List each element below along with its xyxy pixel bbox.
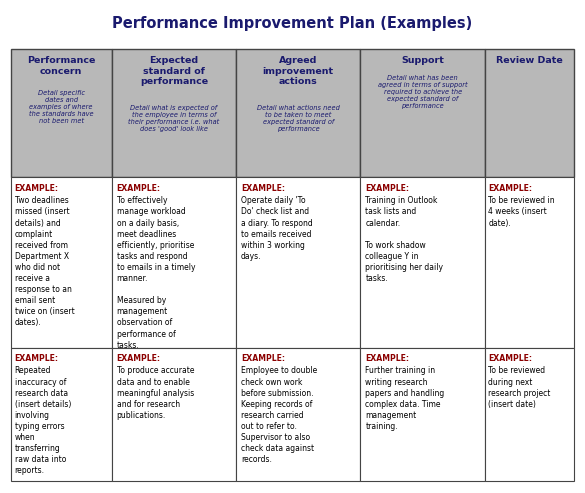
Text: EXAMPLE:: EXAMPLE: bbox=[117, 184, 161, 193]
Text: Further training in
writing research
papers and handling
complex data. Time
mana: Further training in writing research pap… bbox=[366, 366, 445, 431]
Text: EXAMPLE:: EXAMPLE: bbox=[15, 354, 59, 363]
Bar bbox=[11, 49, 112, 177]
Bar bbox=[485, 49, 574, 177]
Text: EXAMPLE:: EXAMPLE: bbox=[241, 354, 285, 363]
Text: To effectively
manage workload
on a daily basis,
meet deadlines
efficiently, pri: To effectively manage workload on a dail… bbox=[117, 196, 195, 350]
Text: EXAMPLE:: EXAMPLE: bbox=[366, 184, 410, 193]
Bar bbox=[11, 348, 112, 481]
Bar bbox=[360, 177, 485, 348]
Text: Support: Support bbox=[401, 56, 444, 65]
Text: Expected
standard of
performance: Expected standard of performance bbox=[140, 56, 208, 86]
Bar bbox=[112, 49, 236, 177]
Text: To produce accurate
data and to enable
meaningful analysis
and for research
publ: To produce accurate data and to enable m… bbox=[117, 366, 194, 420]
Text: Detail what actions need
to be taken to meet
expected standard of
performance: Detail what actions need to be taken to … bbox=[257, 105, 340, 132]
Bar bbox=[11, 177, 112, 348]
Bar bbox=[236, 177, 360, 348]
Text: Employee to double
check own work
before submission.
Keeping records of
research: Employee to double check own work before… bbox=[241, 366, 317, 464]
Bar bbox=[236, 348, 360, 481]
Text: EXAMPLE:: EXAMPLE: bbox=[488, 354, 532, 363]
Bar bbox=[360, 49, 485, 177]
Bar bbox=[112, 348, 236, 481]
Bar bbox=[485, 348, 574, 481]
Text: EXAMPLE:: EXAMPLE: bbox=[366, 354, 410, 363]
Bar bbox=[236, 49, 360, 177]
Bar bbox=[360, 348, 485, 481]
Bar bbox=[112, 177, 236, 348]
Text: Detail specific
dates and
examples of where
the standards have
not been met: Detail specific dates and examples of wh… bbox=[29, 90, 94, 124]
Text: Review Date: Review Date bbox=[496, 56, 563, 65]
Bar bbox=[485, 177, 574, 348]
Text: To be reviewed
during next
research project
(insert date): To be reviewed during next research proj… bbox=[488, 366, 551, 409]
Text: Detail what has been
agreed in terms of support
required to achieve the
expected: Detail what has been agreed in terms of … bbox=[378, 75, 467, 109]
Text: Agreed
improvement
actions: Agreed improvement actions bbox=[263, 56, 334, 86]
Text: Repeated
inaccuracy of
research data
(insert details)
involving
typing errors
wh: Repeated inaccuracy of research data (in… bbox=[15, 366, 71, 475]
Text: EXAMPLE:: EXAMPLE: bbox=[488, 184, 532, 193]
Text: To be reviewed in
4 weeks (insert
date).: To be reviewed in 4 weeks (insert date). bbox=[488, 196, 555, 228]
Text: Operate daily 'To
Do' check list and
a diary. To respond
to emails received
with: Operate daily 'To Do' check list and a d… bbox=[241, 196, 313, 261]
Text: Training in Outlook
task lists and
calendar.

To work shadow
colleague Y in
prio: Training in Outlook task lists and calen… bbox=[366, 196, 443, 283]
Text: Performance Improvement Plan (Examples): Performance Improvement Plan (Examples) bbox=[112, 16, 473, 31]
Text: EXAMPLE:: EXAMPLE: bbox=[241, 184, 285, 193]
Text: Detail what is expected of
the employee in terms of
their performance i.e. what
: Detail what is expected of the employee … bbox=[128, 105, 219, 132]
Text: EXAMPLE:: EXAMPLE: bbox=[15, 184, 59, 193]
Text: Two deadlines
missed (insert
details) and
complaint
received from
Department X
w: Two deadlines missed (insert details) an… bbox=[15, 196, 74, 327]
Text: EXAMPLE:: EXAMPLE: bbox=[117, 354, 161, 363]
Text: Performance
concern: Performance concern bbox=[27, 56, 95, 75]
